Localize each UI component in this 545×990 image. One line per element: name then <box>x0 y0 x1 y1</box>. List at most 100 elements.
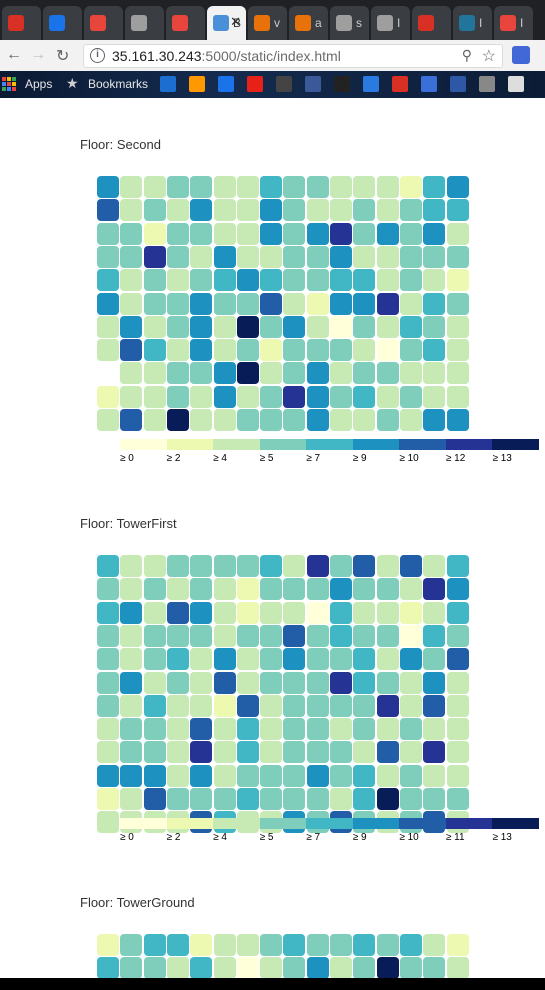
heatmap-cell[interactable] <box>167 223 189 245</box>
heatmap-cell[interactable] <box>283 246 305 268</box>
bookmark-folder[interactable]: Bookmarks <box>88 77 148 91</box>
heatmap-cell[interactable] <box>260 362 282 384</box>
heatmap-cell[interactable] <box>307 672 329 694</box>
heatmap-cell[interactable] <box>423 602 445 624</box>
heatmap-cell[interactable] <box>447 246 469 268</box>
heatmap-cell[interactable] <box>423 339 445 361</box>
heatmap-cell[interactable] <box>260 788 282 810</box>
heatmap-cell[interactable] <box>353 957 375 979</box>
heatmap-cell[interactable] <box>353 672 375 694</box>
heatmap-cell[interactable] <box>120 199 142 221</box>
heatmap-cell[interactable] <box>237 339 259 361</box>
heatmap-cell[interactable] <box>330 293 352 315</box>
heatmap-cell[interactable] <box>260 578 282 600</box>
heatmap-cell[interactable] <box>97 316 119 338</box>
bookmark-site-icon[interactable] <box>392 76 408 92</box>
heatmap-cell[interactable] <box>283 339 305 361</box>
heatmap-cell[interactable] <box>190 648 212 670</box>
heatmap-cell[interactable] <box>283 293 305 315</box>
heatmap-cell[interactable] <box>307 386 329 408</box>
heatmap-cell[interactable] <box>423 316 445 338</box>
heatmap-cell[interactable] <box>120 602 142 624</box>
heatmap-cell[interactable] <box>144 788 166 810</box>
heatmap-cell[interactable] <box>400 386 422 408</box>
heatmap-cell[interactable] <box>377 957 399 979</box>
heatmap-cell[interactable] <box>353 339 375 361</box>
heatmap-cell[interactable] <box>260 199 282 221</box>
heatmap-cell[interactable] <box>307 199 329 221</box>
heatmap-cell[interactable] <box>214 223 236 245</box>
heatmap-cell[interactable] <box>260 223 282 245</box>
heatmap-cell[interactable] <box>260 934 282 956</box>
heatmap-cell[interactable] <box>237 176 259 198</box>
heatmap-cell[interactable] <box>144 765 166 787</box>
heatmap-cell[interactable] <box>214 269 236 291</box>
heatmap-cell[interactable] <box>307 223 329 245</box>
heatmap-cell[interactable] <box>330 672 352 694</box>
heatmap-cell[interactable] <box>167 934 189 956</box>
heatmap-cell[interactable] <box>400 223 422 245</box>
heatmap-cell[interactable] <box>97 695 119 717</box>
heatmap-cell[interactable] <box>400 316 422 338</box>
heatmap-cell[interactable] <box>307 578 329 600</box>
heatmap-cell[interactable] <box>330 788 352 810</box>
heatmap-cell[interactable] <box>190 555 212 577</box>
heatmap-cell[interactable] <box>353 718 375 740</box>
heatmap-cell[interactable] <box>353 602 375 624</box>
heatmap-cell[interactable] <box>120 625 142 647</box>
heatmap-cell[interactable] <box>353 578 375 600</box>
heatmap-cell[interactable] <box>190 578 212 600</box>
heatmap-cell[interactable] <box>97 578 119 600</box>
heatmap-cell[interactable] <box>190 409 212 431</box>
browser-tab[interactable] <box>412 6 451 40</box>
heatmap-cell[interactable] <box>307 339 329 361</box>
heatmap-cell[interactable] <box>144 718 166 740</box>
heatmap-cell[interactable] <box>447 409 469 431</box>
heatmap-cell[interactable] <box>400 648 422 670</box>
heatmap-cell[interactable] <box>260 555 282 577</box>
forward-arrow-icon[interactable]: → <box>30 46 46 64</box>
heatmap-cell[interactable] <box>330 269 352 291</box>
heatmap-cell[interactable] <box>144 578 166 600</box>
heatmap-cell[interactable] <box>214 293 236 315</box>
heatmap-cell[interactable] <box>167 409 189 431</box>
heatmap-cell[interactable] <box>377 409 399 431</box>
heatmap-cell[interactable] <box>260 293 282 315</box>
heatmap-cell[interactable] <box>190 934 212 956</box>
heatmap-cell[interactable] <box>447 578 469 600</box>
heatmap-cell[interactable] <box>307 788 329 810</box>
browser-tab[interactable]: I <box>371 6 410 40</box>
heatmap-cell[interactable] <box>447 934 469 956</box>
heatmap-cell[interactable] <box>190 957 212 979</box>
heatmap-cell[interactable] <box>307 625 329 647</box>
heatmap-cell[interactable] <box>97 672 119 694</box>
heatmap-cell[interactable] <box>283 765 305 787</box>
heatmap-cell[interactable] <box>353 695 375 717</box>
heatmap-cell[interactable] <box>377 555 399 577</box>
browser-tab[interactable] <box>43 6 82 40</box>
heatmap-cell[interactable] <box>190 602 212 624</box>
heatmap-cell[interactable] <box>423 672 445 694</box>
heatmap-cell[interactable] <box>190 362 212 384</box>
heatmap-cell[interactable] <box>97 199 119 221</box>
heatmap-cell[interactable] <box>400 741 422 763</box>
address-bar[interactable]: i 35.161.30.243:5000/static/index.html ⚲… <box>83 44 503 68</box>
browser-tab[interactable]: v <box>248 6 287 40</box>
heatmap-cell[interactable] <box>214 934 236 956</box>
info-icon[interactable]: i <box>90 48 105 63</box>
heatmap-cell[interactable] <box>144 339 166 361</box>
heatmap-cell[interactable] <box>423 578 445 600</box>
heatmap-cell[interactable] <box>423 409 445 431</box>
heatmap-cell[interactable] <box>260 269 282 291</box>
heatmap-cell[interactable] <box>330 695 352 717</box>
heatmap-cell[interactable] <box>400 362 422 384</box>
heatmap-cell[interactable] <box>377 269 399 291</box>
heatmap-cell[interactable] <box>307 957 329 979</box>
heatmap-cell[interactable] <box>283 625 305 647</box>
heatmap-cell[interactable] <box>423 386 445 408</box>
heatmap-cell[interactable] <box>120 648 142 670</box>
heatmap-cell[interactable] <box>377 199 399 221</box>
heatmap-cell[interactable] <box>97 555 119 577</box>
heatmap-cell[interactable] <box>237 555 259 577</box>
heatmap-cell[interactable] <box>167 176 189 198</box>
